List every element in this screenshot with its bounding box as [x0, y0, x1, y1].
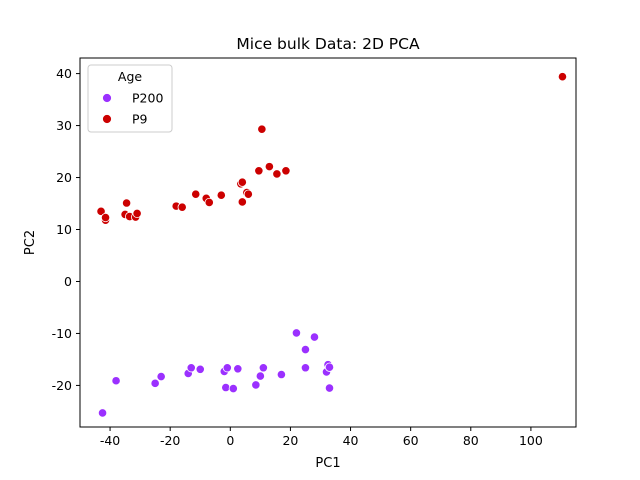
data-point-p9: [121, 198, 132, 208]
y-tick-label: -20: [52, 378, 72, 393]
y-tick-label: 0: [64, 274, 72, 289]
data-point-p200: [309, 332, 320, 342]
data-point-p200: [97, 408, 108, 418]
data-point-p9: [191, 189, 201, 199]
x-tick-label: 80: [463, 433, 479, 448]
x-tick-label: 40: [343, 433, 359, 448]
data-point-p9: [257, 124, 267, 134]
legend-label-p200: P200: [132, 91, 163, 106]
legend: Age P200 P9: [87, 64, 173, 133]
data-point-p200: [255, 371, 265, 381]
data-point-p9: [254, 166, 264, 176]
data-point-p200: [324, 383, 335, 393]
data-point-p200: [156, 371, 166, 382]
y-axis-label: PC2: [23, 230, 38, 255]
y-tick-label: 20: [56, 170, 72, 185]
x-axis-ticks: -40 -20 0 20 40 60 80 100: [100, 427, 543, 448]
data-point-p200: [195, 364, 205, 374]
legend-title: Age: [118, 69, 142, 84]
y-tick-label: 10: [56, 222, 72, 237]
x-axis-label: PC1: [315, 456, 340, 471]
data-point-p9: [96, 206, 106, 216]
data-point-p200: [251, 380, 261, 390]
legend-entries: P200 P9: [102, 91, 163, 127]
legend-marker-p9: [102, 114, 112, 124]
data-point-p200: [186, 363, 196, 373]
data-point-p9: [281, 166, 291, 176]
x-tick-label: 60: [403, 433, 419, 448]
data-point-p9: [237, 177, 247, 187]
data-point-p200: [300, 344, 311, 355]
data-point-p200: [324, 362, 335, 372]
data-points: [96, 72, 568, 418]
data-point-p200: [111, 376, 121, 386]
data-point-p200: [221, 382, 231, 393]
plot-frame: [79, 57, 577, 428]
x-tick-label: 0: [226, 433, 234, 448]
x-tick-label: -20: [160, 433, 180, 448]
data-point-p200: [222, 363, 232, 373]
data-point-p9: [264, 162, 274, 172]
x-tick-label: 20: [282, 433, 298, 448]
data-point-p200: [150, 378, 160, 388]
data-point-p9: [132, 208, 142, 218]
y-tick-label: 40: [56, 66, 72, 81]
data-point-p9: [204, 197, 214, 208]
chart-title: Mice bulk Data: 2D PCA: [236, 35, 420, 53]
y-axis-ticks: -20 -10 0 10 20 30 40: [52, 66, 80, 393]
data-point-p9: [237, 197, 247, 207]
data-point-p200: [228, 383, 238, 394]
data-point-p200: [276, 369, 287, 380]
data-point-p9: [216, 190, 226, 200]
data-point-p200: [300, 363, 311, 373]
data-point-p9: [557, 72, 568, 82]
y-tick-label: 30: [56, 118, 72, 133]
data-point-p200: [233, 364, 243, 374]
data-point-p200: [291, 328, 302, 338]
x-tick-label: 100: [519, 433, 543, 448]
data-point-p9: [243, 189, 253, 199]
x-tick-label: -40: [100, 433, 120, 448]
data-point-p9: [177, 202, 187, 212]
data-point-p200: [258, 363, 268, 373]
legend-label-p9: P9: [132, 112, 148, 127]
data-point-p9: [100, 212, 111, 223]
data-point-p9: [272, 169, 282, 179]
y-tick-label: -10: [52, 326, 72, 341]
legend-marker-p200: [102, 93, 112, 103]
